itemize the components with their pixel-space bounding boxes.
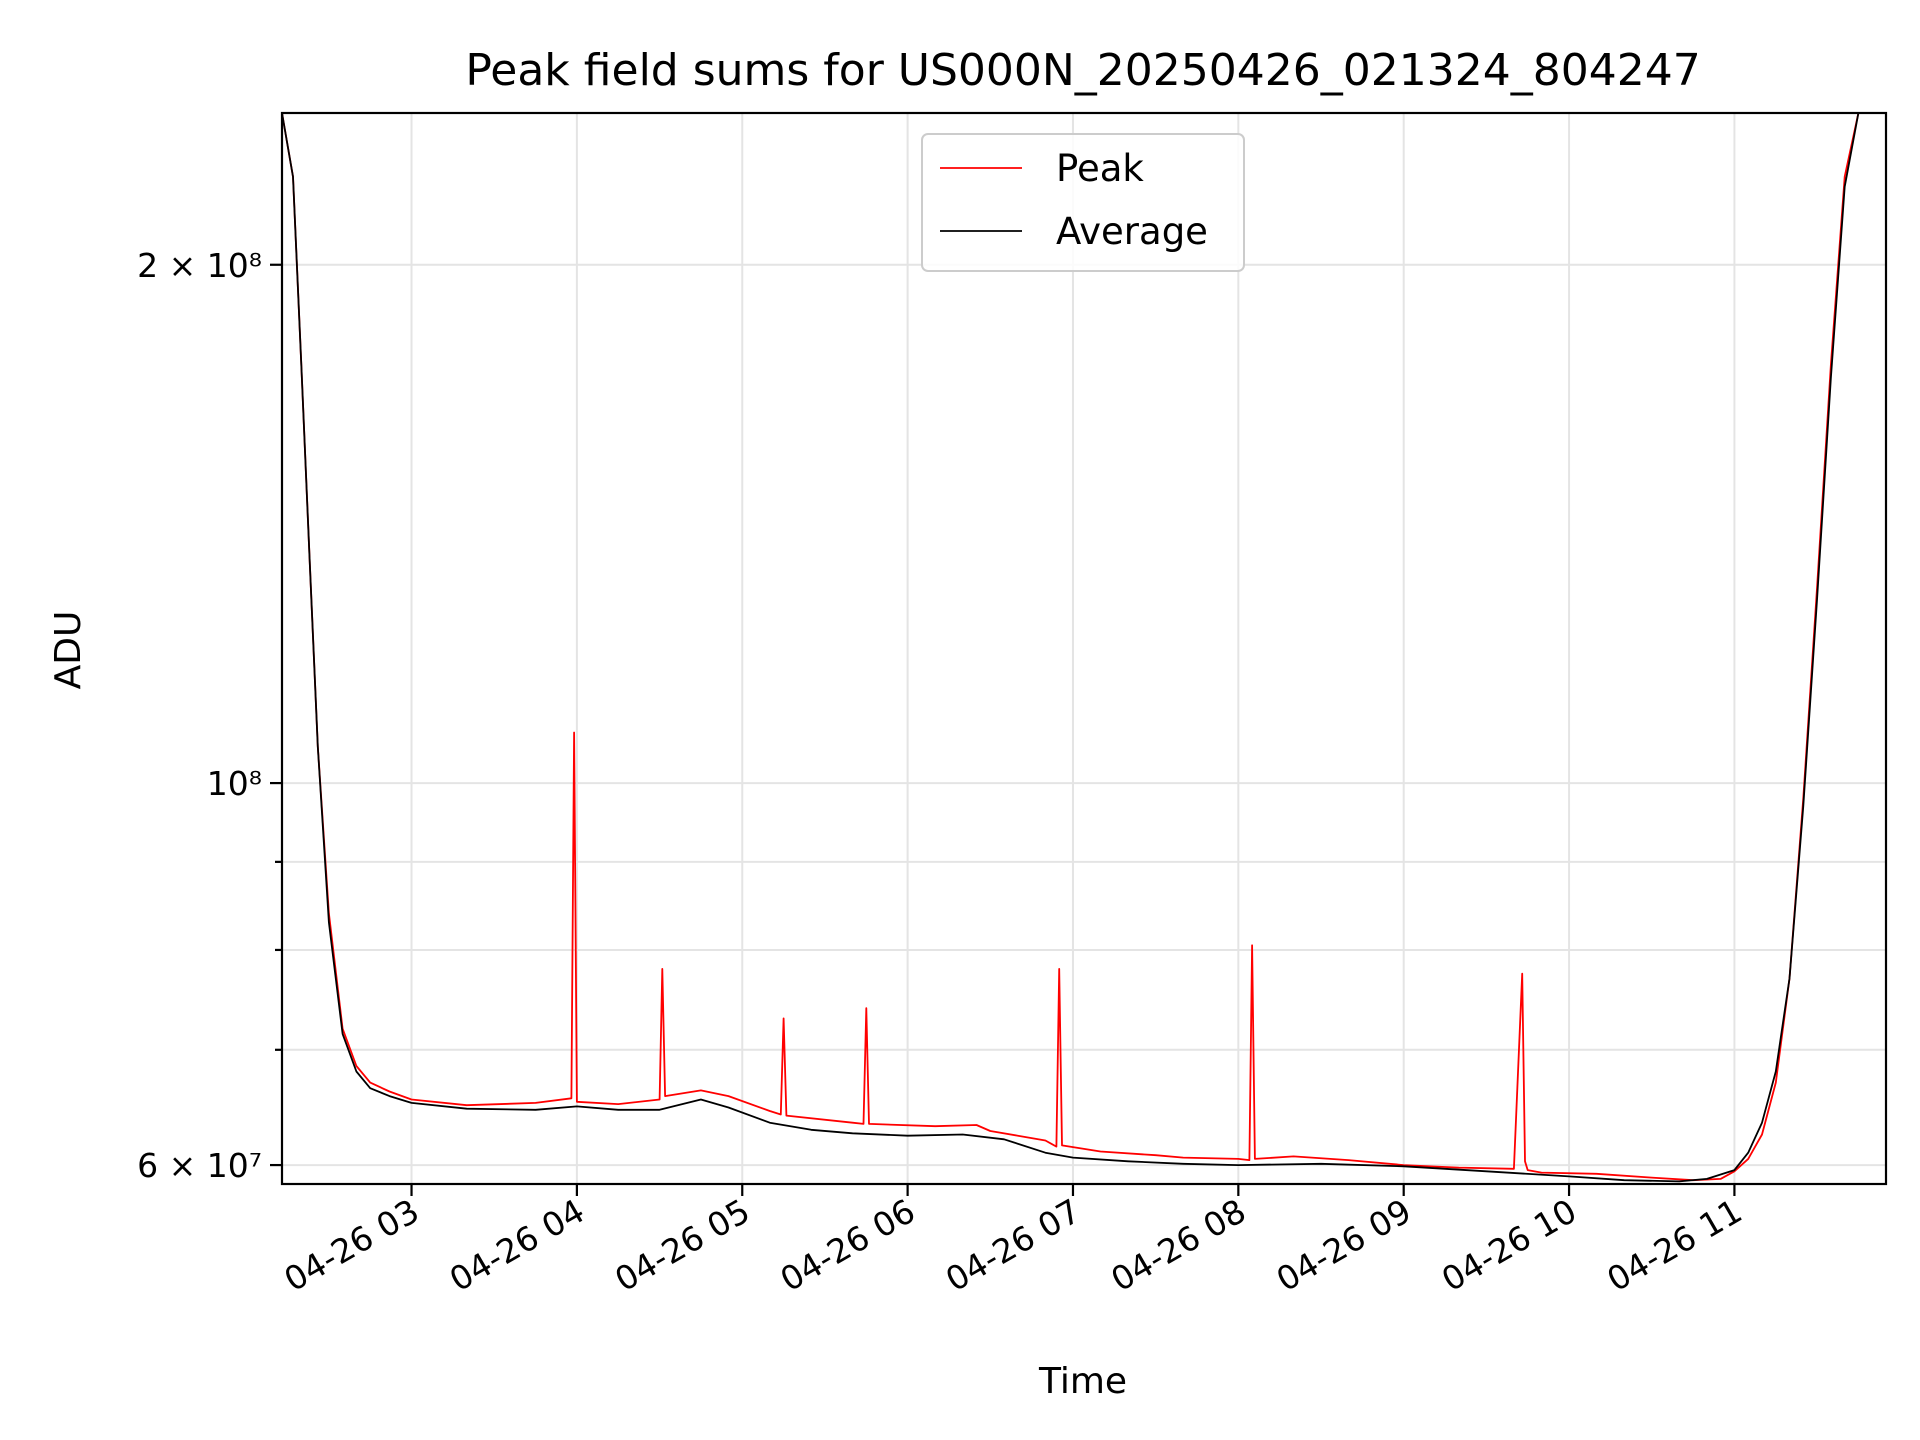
chart-title: Peak field sums for US000N_20250426_0213… <box>465 45 1700 96</box>
y-tick-label: 10⁸ <box>207 764 262 803</box>
y-tick-label: 6 × 10⁷ <box>137 1146 262 1185</box>
grid <box>282 113 1886 1184</box>
axes-frame <box>280 111 1888 1186</box>
series-line-average <box>282 113 1886 1183</box>
legend-peak-label: Peak <box>1056 147 1144 190</box>
series-line-peak <box>282 113 1886 1182</box>
plot-area <box>282 113 1886 1183</box>
legend-average-label: Average <box>1056 210 1208 253</box>
y-axis-label: ADU <box>48 611 89 690</box>
y-tick-label: 2 × 10⁸ <box>137 246 262 285</box>
legend: Peak Average <box>921 133 1245 272</box>
x-axis-label: Time <box>1038 1361 1127 1402</box>
